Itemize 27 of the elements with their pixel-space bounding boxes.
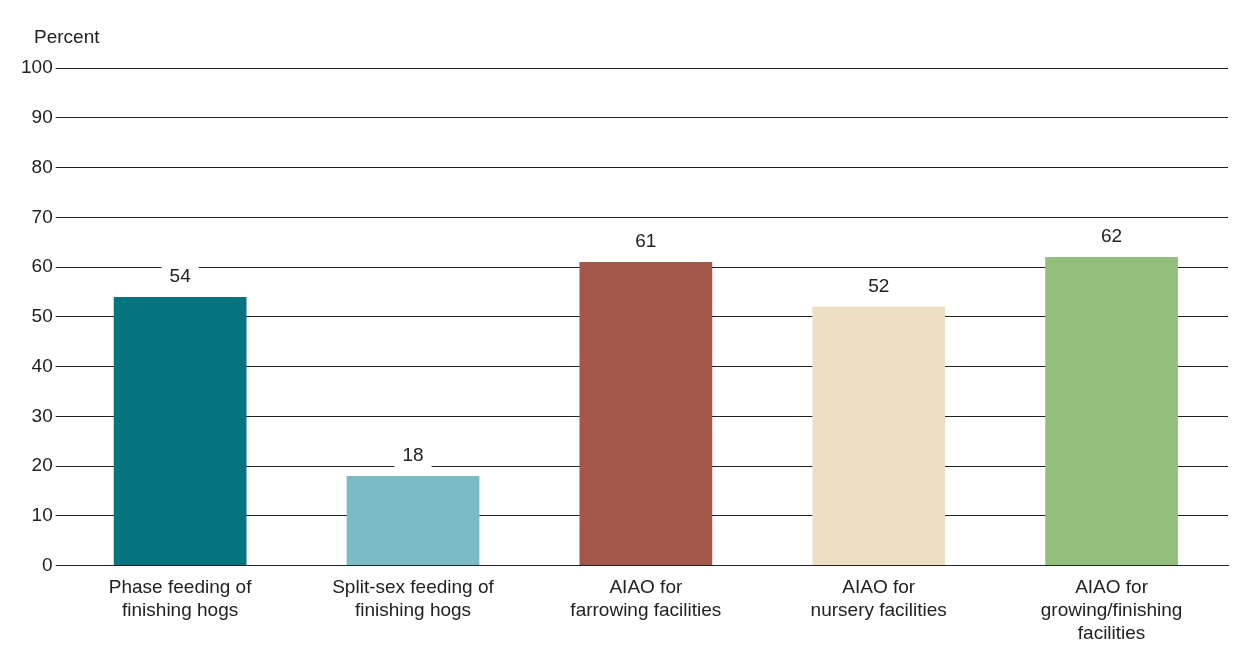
y-tick-label: 0 [42,553,53,575]
x-tick-label: Phase feeding of finishing hogs [108,576,253,621]
bar [812,306,946,566]
y-tick-label: 90 [31,105,53,127]
bar [1045,257,1178,566]
bar [346,476,480,566]
y-tick-label: 50 [31,305,53,327]
bar [579,262,713,566]
data-label: 61 [635,230,657,252]
y-tick-label: 30 [31,404,53,426]
data-label: 52 [868,275,890,297]
y-tick-label: 40 [31,354,53,376]
bar [113,296,247,566]
x-tick-label: AIAO for nursery facilities [810,576,947,621]
y-tick-label: 20 [31,454,53,476]
y-tick-label: 60 [31,255,53,277]
y-axis-title: Percent [34,26,101,48]
x-tick-label: AIAO for farrowing facilities [570,576,722,621]
y-tick-label: 80 [31,155,53,177]
data-label: 18 [402,444,424,466]
y-tick-label: 100 [21,56,53,78]
y-tick-label: 10 [31,504,53,526]
x-tick-label: Split-sex feeding of finishing hogs [332,576,495,621]
data-label: 54 [169,265,192,287]
y-tick-label: 70 [31,205,53,227]
x-tick-label: AIAO for growing/finishing facilities [1040,576,1183,643]
data-label: 62 [1101,225,1123,247]
